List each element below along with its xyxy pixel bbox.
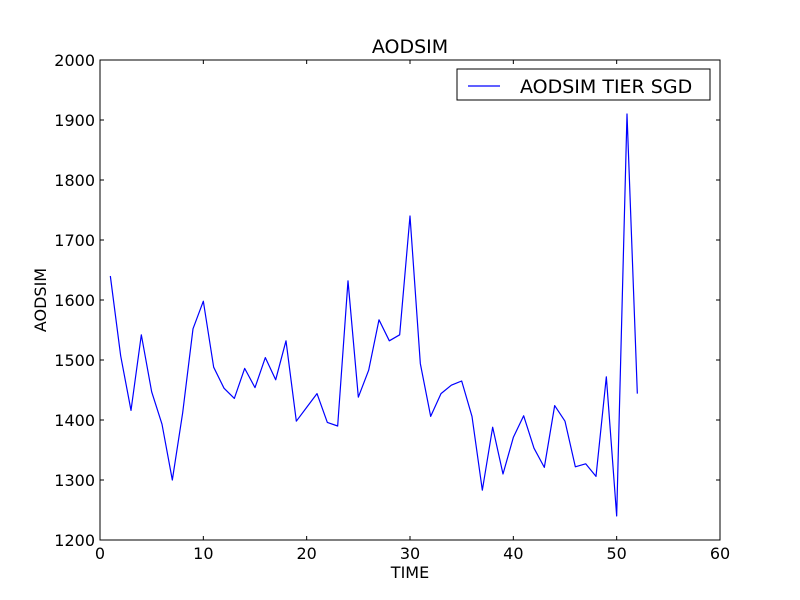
x-tick-label: 30 <box>400 544 420 563</box>
y-axis-title: AODSIM <box>31 268 50 332</box>
x-tick-label: 50 <box>606 544 626 563</box>
plot-frame <box>99 59 721 541</box>
y-tick-label: 1900 <box>54 111 95 130</box>
x-tick-label: 10 <box>193 544 213 563</box>
legend: AODSIM TIER SGD <box>456 68 711 101</box>
y-tick-label: 2000 <box>54 51 95 70</box>
plot-area <box>100 60 720 540</box>
y-tick-label: 1300 <box>54 471 95 490</box>
x-tick-label: 40 <box>503 544 523 563</box>
y-tick-label: 1500 <box>54 351 95 370</box>
x-tick-label: 60 <box>710 544 730 563</box>
y-tick-label: 1800 <box>54 171 95 190</box>
axis-tick-labels: 0 10 20 30 40 50 60 1200 1300 1400 1500 1600 1700 180… <box>54 51 730 563</box>
series-layer <box>109 113 638 517</box>
y-tick-label: 1600 <box>54 291 95 310</box>
y-tick-label: 1400 <box>54 411 95 430</box>
y-tick-label: 1700 <box>54 231 95 250</box>
chart-title: AODSIM <box>372 36 448 58</box>
x-tick-label: 0 <box>95 544 105 563</box>
x-axis-title: TIME <box>390 563 429 582</box>
legend-box <box>456 68 711 101</box>
legend-label: AODSIM TIER SGD <box>520 76 692 98</box>
x-tick-label: 20 <box>296 544 316 563</box>
y-tick-label: 1200 <box>54 531 95 550</box>
series-line-aodsim-tier-sgd <box>109 113 638 517</box>
